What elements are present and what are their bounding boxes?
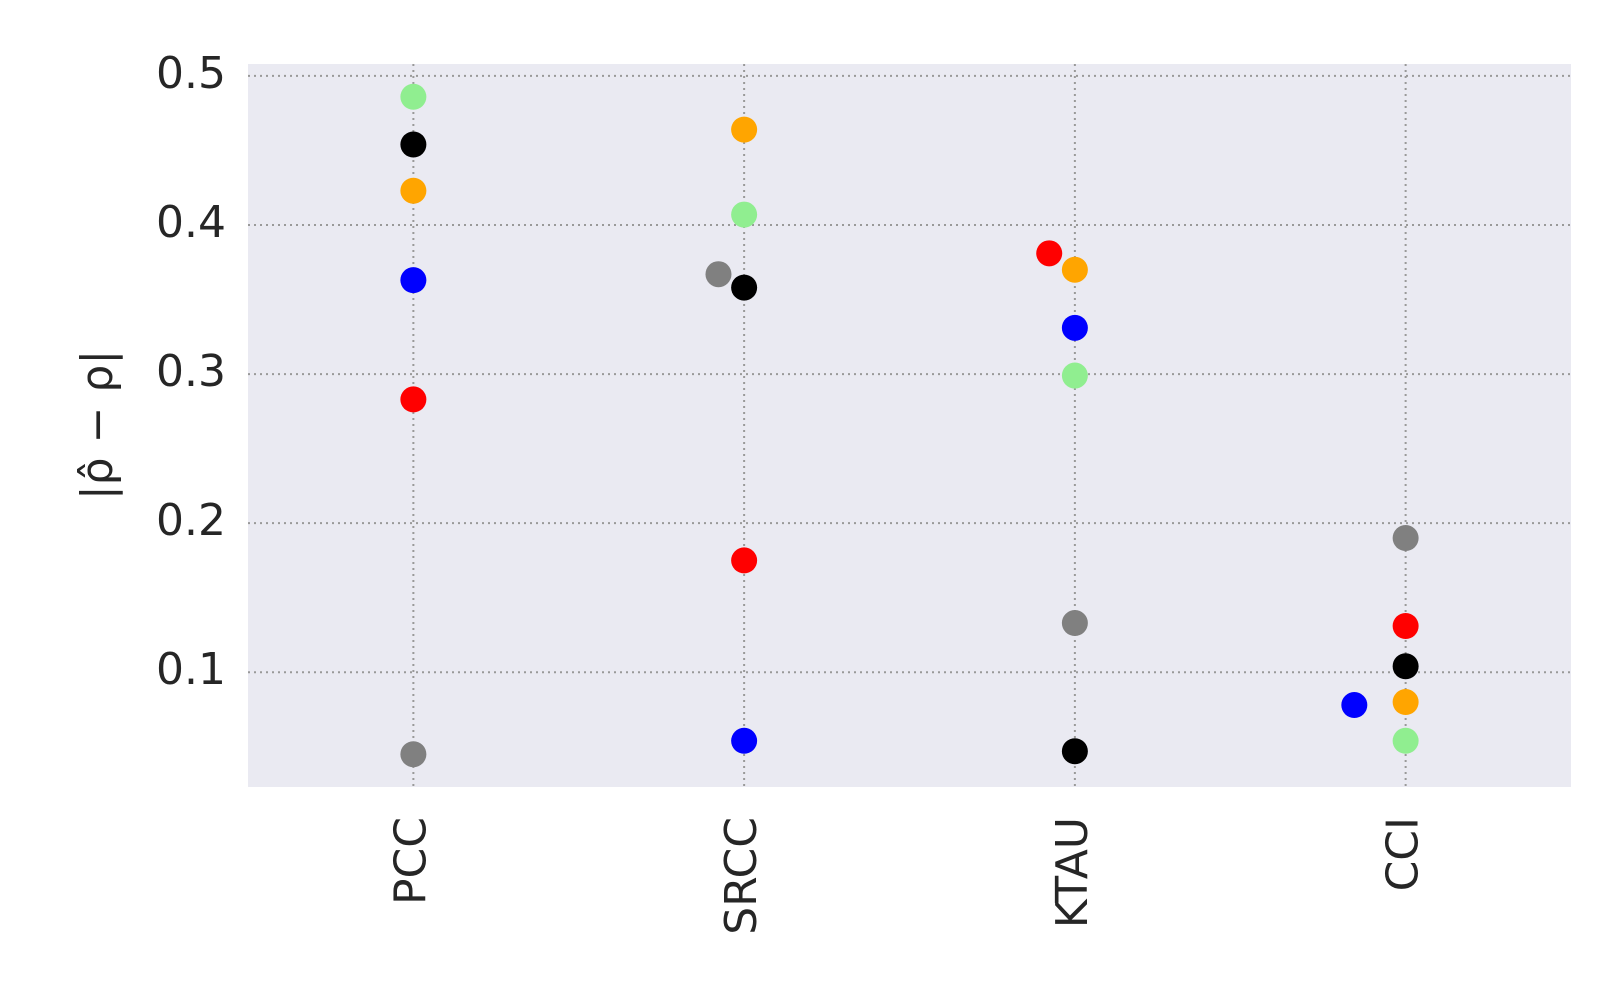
point	[1392, 613, 1419, 640]
point	[1036, 240, 1063, 267]
point	[1392, 689, 1419, 716]
point	[400, 131, 427, 158]
y-axis-label: |ρ̂ − ρ|	[72, 350, 123, 500]
y-tick-label: 0.2	[156, 495, 226, 546]
y-tick-label: 0.5	[156, 48, 226, 99]
point	[731, 116, 758, 143]
point	[400, 177, 427, 204]
point	[731, 201, 758, 228]
y-tick-label: 0.1	[156, 644, 226, 695]
point	[1061, 362, 1088, 389]
point	[400, 83, 427, 110]
point	[400, 267, 427, 294]
point	[1061, 738, 1088, 765]
point	[705, 261, 732, 288]
point	[1392, 727, 1419, 754]
y-tick-label: 0.4	[156, 197, 226, 248]
y-tick-label: 0.3	[156, 346, 226, 397]
x-tick-label: PCC	[385, 817, 436, 905]
point	[400, 386, 427, 413]
plot-area	[248, 64, 1571, 787]
point	[1061, 256, 1088, 283]
x-tick-label: CCI	[1378, 817, 1429, 891]
point	[1392, 525, 1419, 552]
point	[1061, 314, 1088, 341]
point	[731, 274, 758, 301]
point	[400, 741, 427, 768]
point	[731, 547, 758, 574]
x-tick-label: KTAU	[1047, 817, 1098, 928]
x-tick-label: SRCC	[716, 817, 767, 935]
point	[1061, 610, 1088, 637]
point	[731, 727, 758, 754]
point	[1341, 692, 1368, 719]
point	[1392, 653, 1419, 680]
